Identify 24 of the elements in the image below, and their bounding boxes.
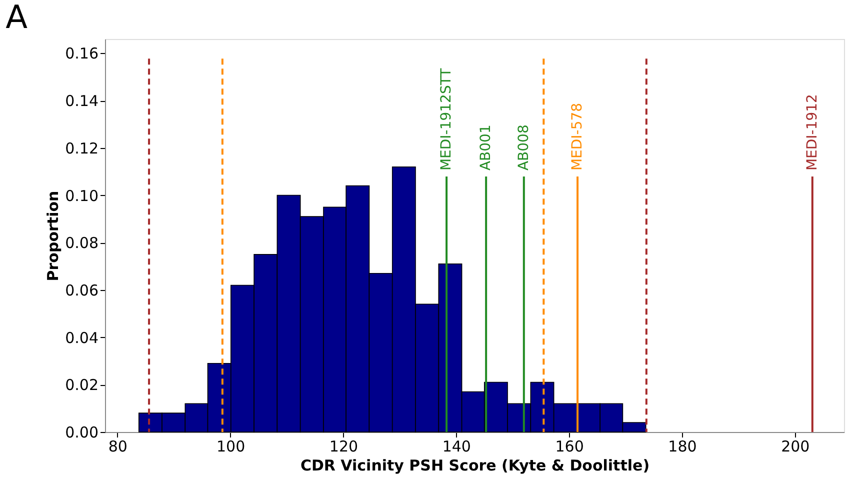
ref-line-label: MEDI-578 bbox=[570, 102, 586, 171]
ref-line-label: AB001 bbox=[478, 124, 494, 171]
x-axis-title: CDR Vicinity PSH Score (Kyte & Doolittle) bbox=[300, 456, 650, 474]
y-tick-label: 0.00 bbox=[65, 424, 98, 442]
y-tick-label: 0.08 bbox=[65, 234, 98, 252]
y-tick-label: 0.06 bbox=[65, 281, 98, 300]
ref-line-label: MEDI-1912STT bbox=[438, 68, 455, 171]
x-tick-label: 140 bbox=[442, 438, 471, 456]
y-axis-title: Proportion bbox=[44, 190, 62, 282]
x-tick-label: 80 bbox=[108, 438, 128, 456]
x-tick-label: 180 bbox=[668, 438, 697, 456]
y-tick-label: 0.02 bbox=[65, 376, 98, 394]
y-tick-label: 0.12 bbox=[65, 139, 98, 158]
y-tick-label: 0.04 bbox=[65, 328, 98, 347]
y-tick-label: 0.10 bbox=[65, 186, 98, 205]
ref-line-label: MEDI-1912 bbox=[804, 94, 820, 171]
x-tick-label: 120 bbox=[329, 438, 358, 456]
x-tick-label: 160 bbox=[555, 438, 584, 456]
y-tick-label: 0.16 bbox=[65, 44, 98, 63]
chart-title: A bbox=[6, 0, 28, 36]
ref-line-label: AB008 bbox=[516, 124, 532, 171]
x-tick-label: 200 bbox=[781, 438, 810, 456]
y-tick-label: 0.14 bbox=[65, 92, 98, 110]
x-tick-label: 100 bbox=[216, 438, 246, 456]
